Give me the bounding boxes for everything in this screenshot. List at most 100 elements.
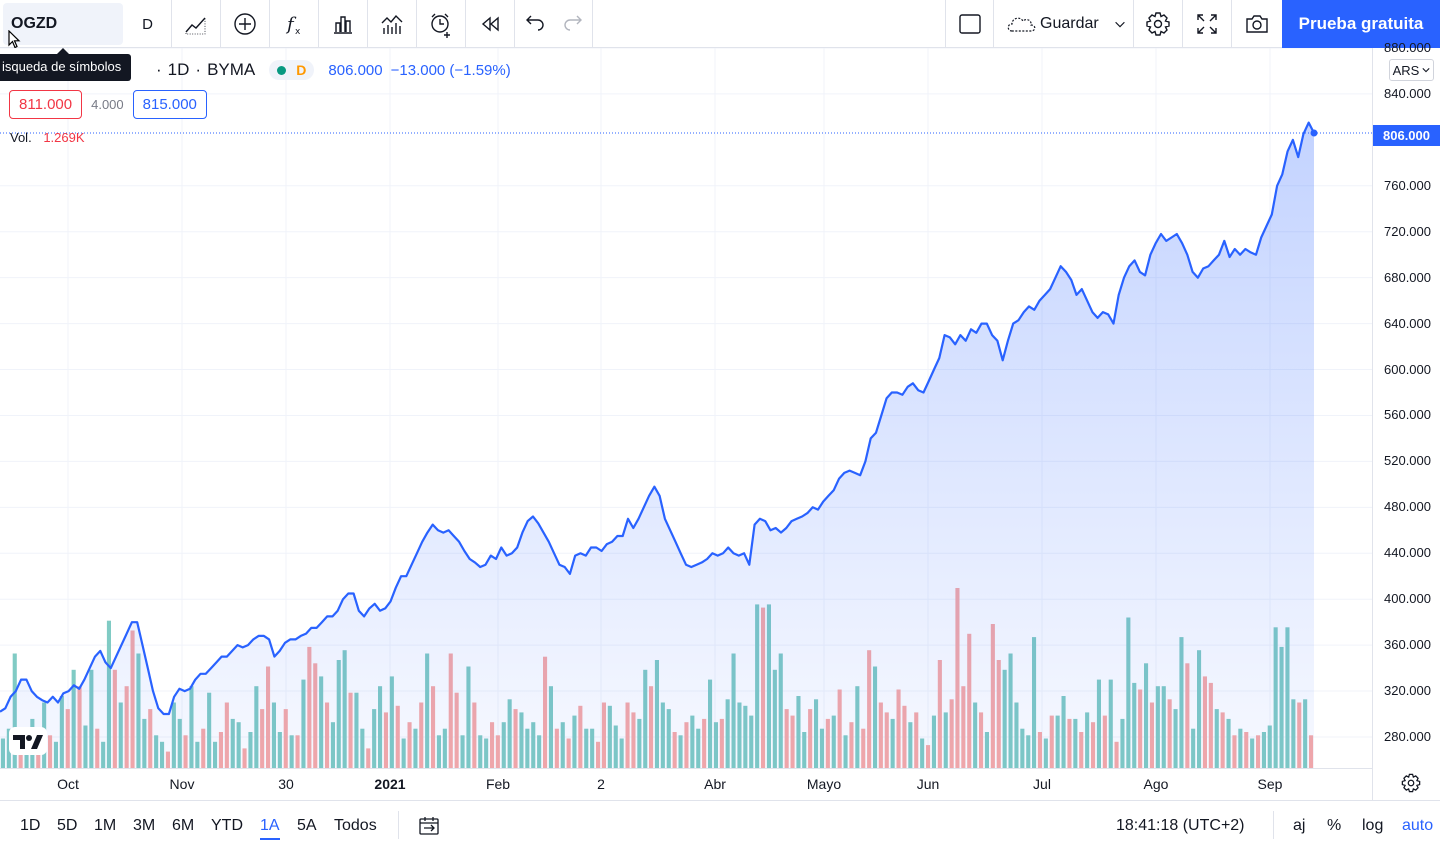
currency-selector[interactable]: ARS xyxy=(1389,59,1434,81)
undo-icon xyxy=(525,15,544,31)
chevron-down-icon xyxy=(1114,21,1125,28)
fullscreen-button[interactable] xyxy=(1183,0,1232,48)
series-legend: · 1D · BYMA D 806.000 −13.000 (−1.59%) xyxy=(150,58,511,82)
price-tick-label: 280.000 xyxy=(1384,728,1431,744)
price-tick-label: 880.000 xyxy=(1384,40,1431,55)
redo-button[interactable] xyxy=(554,0,593,48)
interval-label: D xyxy=(142,15,153,33)
layout-icon xyxy=(958,14,981,34)
replay-button[interactable] xyxy=(466,0,515,48)
price-tick-label: 640.000 xyxy=(1384,315,1431,331)
log-toggle[interactable]: log xyxy=(1362,817,1384,834)
time-tick-label: 2021 xyxy=(374,776,406,792)
price-tick-label: 440.000 xyxy=(1384,545,1431,561)
range-1m[interactable]: 1M xyxy=(94,817,117,834)
screenshot-button[interactable] xyxy=(1232,0,1281,48)
price-tick-label: 760.000 xyxy=(1384,177,1431,193)
mouse-cursor-icon xyxy=(8,30,21,49)
range-5d[interactable]: 5D xyxy=(57,817,78,834)
price-chart[interactable] xyxy=(0,48,1372,768)
currency-label: ARS xyxy=(1392,62,1420,78)
time-tick-label: Nov xyxy=(169,776,195,792)
redo-icon xyxy=(564,15,582,31)
time-axis-border xyxy=(0,768,1372,769)
volume-label: Vol. xyxy=(10,130,32,145)
range-3m[interactable]: 3M xyxy=(133,817,156,834)
save-label: Guardar xyxy=(1040,15,1099,32)
templates-icon xyxy=(334,16,352,34)
price-tick-label: 360.000 xyxy=(1384,637,1431,653)
time-tick-label: Mayo xyxy=(806,776,842,792)
time-tick-label: 2 xyxy=(597,776,605,792)
legend-separator: · xyxy=(156,60,162,79)
fullscreen-icon xyxy=(1197,14,1217,34)
svg-text:x: x xyxy=(295,27,301,37)
bar-style-icon xyxy=(185,16,206,35)
templates-button[interactable] xyxy=(319,0,368,48)
symbol-search-button[interactable]: OGZD xyxy=(3,3,123,45)
legend-exchange: BYMA xyxy=(207,60,256,79)
legend-separator: · xyxy=(195,60,202,79)
bar-style-button[interactable] xyxy=(172,0,221,48)
legend-change: −13.000 (−1.59%) xyxy=(390,61,511,79)
delayed-data-badge: D xyxy=(296,62,307,78)
range-6m[interactable]: 6M xyxy=(172,817,195,834)
market-status-badges[interactable]: D xyxy=(269,60,315,80)
time-tick-label: 30 xyxy=(278,776,294,792)
price-tick-label: 600.000 xyxy=(1384,361,1431,377)
range-ytd[interactable]: YTD xyxy=(211,817,243,834)
last-price-dot xyxy=(1310,129,1318,137)
price-tick-label: 720.000 xyxy=(1384,223,1431,239)
price-line xyxy=(0,121,1315,716)
interval-button[interactable]: D xyxy=(124,0,172,48)
range-1d[interactable]: 1D xyxy=(20,817,41,834)
tradingview-logo-icon[interactable] xyxy=(9,727,47,755)
time-tick-label: Abr xyxy=(704,776,726,792)
time-tick-label: Oct xyxy=(57,776,79,792)
price-axis-border xyxy=(1372,48,1373,800)
settings-button[interactable] xyxy=(1134,0,1183,48)
clock-timezone[interactable]: 18:41:18 (UTC+2) xyxy=(1116,817,1245,834)
add-compare-icon xyxy=(234,13,256,35)
financials-icon xyxy=(381,14,403,34)
buy-button[interactable]: 815.000 xyxy=(132,90,207,119)
volume-value: 1.269K xyxy=(43,130,85,145)
date-range-icon[interactable] xyxy=(417,814,441,838)
volume-legend: Vol. 1.269K xyxy=(10,130,85,145)
alert-button[interactable] xyxy=(417,0,466,48)
range-1a[interactable]: 1A xyxy=(260,817,280,840)
range-5a[interactable]: 5A xyxy=(297,817,317,834)
indicators-button[interactable]: f x xyxy=(270,0,319,48)
financials-button[interactable] xyxy=(368,0,417,48)
add-compare-button[interactable] xyxy=(221,0,270,48)
adjust-toggle[interactable]: aj xyxy=(1293,817,1306,834)
range-todos[interactable]: Todos xyxy=(334,817,377,834)
free-trial-button[interactable]: Prueba gratuita xyxy=(1282,0,1440,48)
last-price-label: 806.000 xyxy=(1373,125,1440,146)
layout-button[interactable] xyxy=(945,0,994,48)
price-tick-label: 680.000 xyxy=(1384,269,1431,285)
price-area-fill xyxy=(0,122,1314,768)
time-tick-label: Ago xyxy=(1143,776,1169,792)
camera-icon xyxy=(1245,15,1268,33)
time-tick-label: Jul xyxy=(1033,776,1051,792)
indicators-icon: f x xyxy=(285,14,301,37)
chevron-down-icon xyxy=(1422,68,1430,73)
auto-toggle[interactable]: auto xyxy=(1402,817,1434,834)
price-tick-label: 400.000 xyxy=(1384,591,1431,607)
undo-button[interactable] xyxy=(515,0,554,48)
legend-interval: 1D xyxy=(167,60,190,79)
sell-button[interactable]: 811.000 xyxy=(9,90,83,119)
time-tick-label: Sep xyxy=(1257,776,1283,792)
buy-sell-quotes: 811.000 4.000 815.000 xyxy=(9,90,207,119)
settings-icon xyxy=(1146,12,1170,36)
replay-icon xyxy=(481,16,499,32)
price-tick-label: 520.000 xyxy=(1384,453,1431,469)
percent-toggle[interactable]: % xyxy=(1327,817,1342,834)
price-tick-label: 840.000 xyxy=(1384,85,1431,101)
market-open-dot-icon xyxy=(277,65,287,75)
axis-settings-icon[interactable] xyxy=(1400,772,1422,794)
save-button[interactable]: Guardar xyxy=(994,0,1134,48)
bottom-toolbar: 1D 5D 1M 3M 6M YTD 1A 5A Todos 18:41:18 (UTC+2) … xyxy=(0,800,1440,853)
time-tick-label: Feb xyxy=(485,776,511,792)
